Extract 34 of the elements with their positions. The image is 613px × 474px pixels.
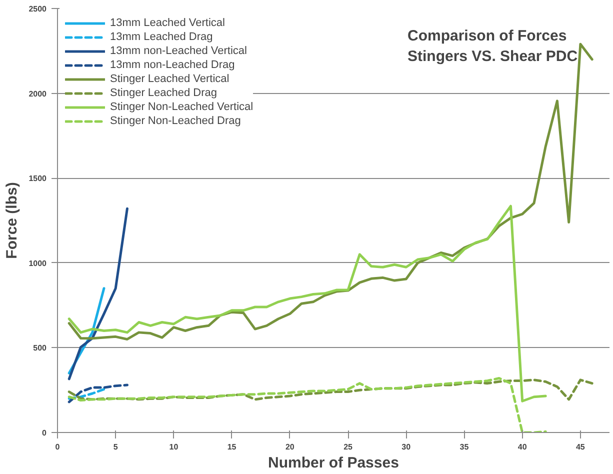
legend-label: Stinger Non-Leached Vertical	[110, 100, 254, 114]
x-tick-label: 30	[402, 442, 412, 452]
line-series	[68, 388, 106, 400]
legend-label: Stinger Leached Vertical	[110, 72, 230, 86]
legend-label: 13mm non-Leached Drag	[110, 58, 235, 72]
x-tick-label: 15	[227, 442, 237, 452]
x-tick-label: 40	[518, 442, 528, 452]
legend-label: Stinger Non-Leached Drag	[110, 114, 241, 128]
line-series	[68, 42, 594, 340]
line-series	[68, 376, 547, 432]
x-tick-label: 0	[55, 442, 60, 452]
legend-label: 13mm Leached Vertical	[110, 16, 225, 30]
line-series	[68, 384, 128, 404]
y-tick-label: 500	[33, 344, 48, 353]
y-tick-label: 0	[42, 428, 48, 438]
x-tick-label: 35	[460, 442, 470, 452]
y-tick-label: 2000	[28, 89, 48, 98]
y-tick-label: 1000	[28, 258, 48, 268]
text: Comparison of Forces Stingers VS. Shear PDC	[408, 28, 578, 65]
line-series	[68, 207, 128, 380]
x-tick-label: 5	[113, 442, 118, 452]
x-tick-label: 10	[169, 442, 179, 452]
y-tick-label: 1500	[28, 174, 48, 184]
x-tick-label: 25	[344, 442, 354, 452]
line-series	[68, 204, 547, 402]
legend-label: 13mm non-Leached Vertical	[110, 44, 247, 58]
x-tick-label: 45	[576, 442, 586, 452]
legend-label: Stinger Leached Drag	[110, 86, 218, 100]
x-tick-label: 20	[285, 442, 295, 452]
x-axis-title: Number of Passes	[268, 454, 399, 472]
legend-label: 13mm Leached Drag	[110, 30, 213, 44]
y-axis-title: Force (lbs)	[4, 182, 21, 259]
line-series	[68, 378, 594, 401]
y-tick-label: 2500	[28, 4, 48, 14]
